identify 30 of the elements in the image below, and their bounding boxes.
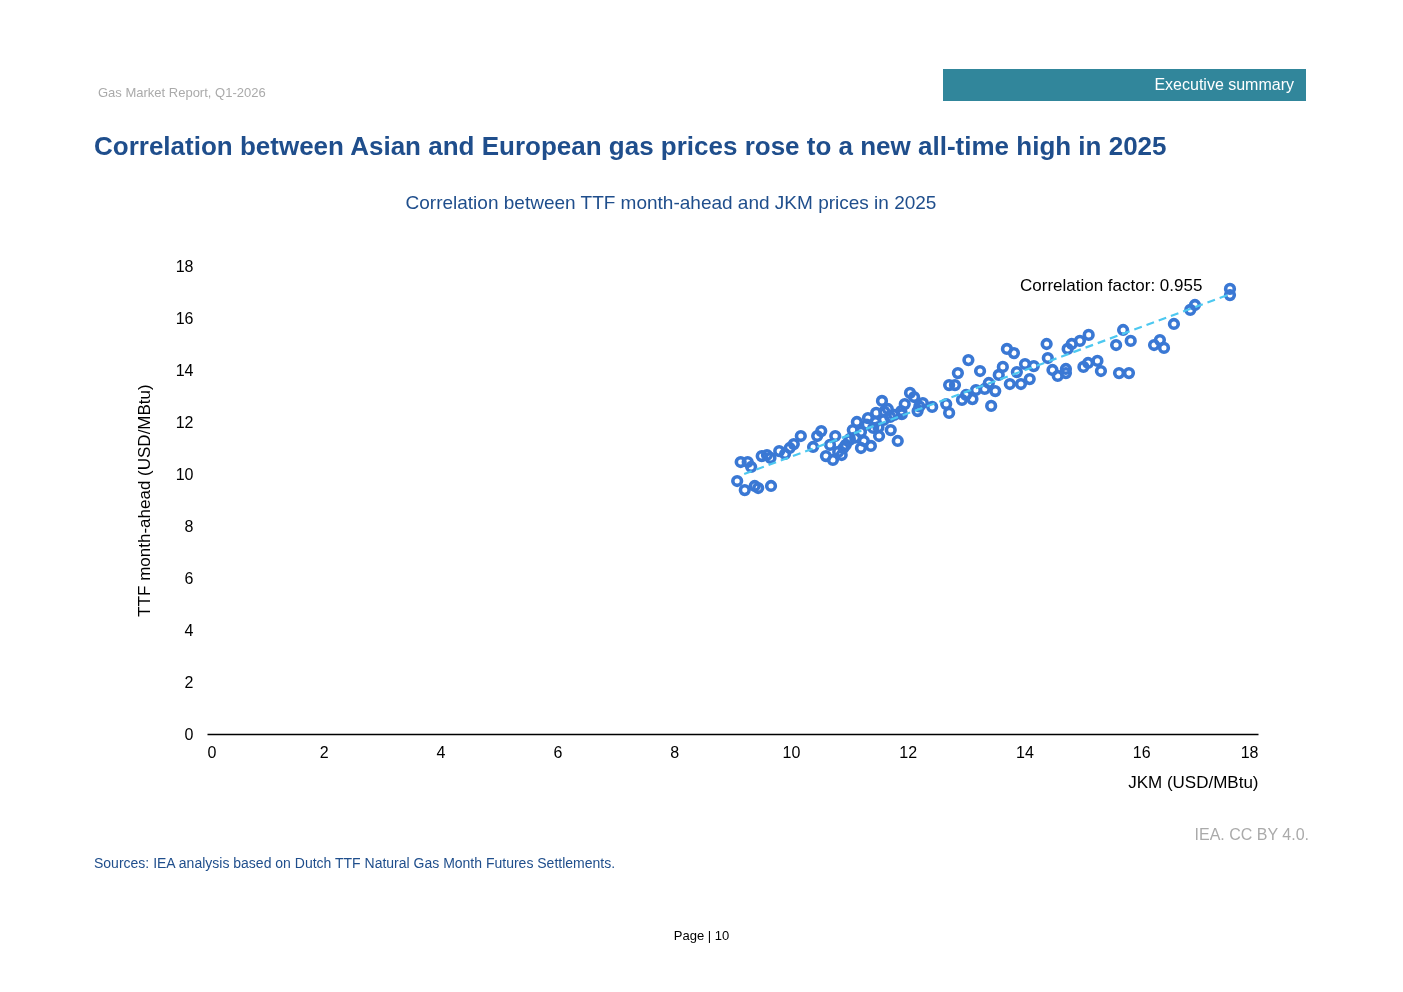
x-axis-title: JKM (USD/MBtu) (1128, 772, 1259, 792)
x-tick-label: 18 (1240, 743, 1259, 761)
x-tick-label: 4 (436, 743, 446, 761)
x-tick-label: 2 (319, 743, 329, 761)
x-tick-label: 6 (553, 743, 563, 761)
chart-title: Correlation between Asian and European gas prices rose to a new all-time high in 2025 (94, 131, 1167, 162)
y-axis-title: TTF month-ahead (USD/MBtu) (134, 384, 154, 617)
y-tick-label: 6 (184, 569, 194, 587)
x-tick-label: 10 (782, 743, 801, 761)
x-tick-label: 12 (899, 743, 918, 761)
y-tick-label: 0 (184, 725, 194, 743)
x-tick-label: 0 (207, 743, 217, 761)
y-tick-label: 12 (175, 413, 194, 431)
text: Gas Market Report, Q1-2026 (98, 85, 266, 100)
text: Executive summary (943, 69, 1306, 101)
y-tick-label: 10 (175, 465, 194, 483)
y-tick-label: 8 (184, 517, 194, 535)
x-tick-label: 8 (670, 743, 680, 761)
y-tick-label: 2 (184, 673, 194, 691)
chart-subtitle: Correlation between TTF month-ahead and JKM prices in 2025 (404, 192, 938, 214)
y-tick-label: 4 (184, 621, 194, 639)
source-note: Sources: IEA analysis based on Dutch TTF Natural Gas Month Futures Settlements. (94, 855, 616, 871)
text: IEA. CC BY 4.0. (1194, 826, 1309, 844)
annotation: Correlation factor: 0.955 (1020, 276, 1203, 296)
x-tick-label: 14 (1016, 743, 1034, 761)
y-tick-label: 18 (175, 257, 194, 275)
y-tick-label: 14 (175, 361, 194, 379)
x-tick-label: 16 (1132, 743, 1151, 761)
y-tick-label: 16 (175, 309, 194, 327)
text: Page | 10 (672, 928, 731, 943)
